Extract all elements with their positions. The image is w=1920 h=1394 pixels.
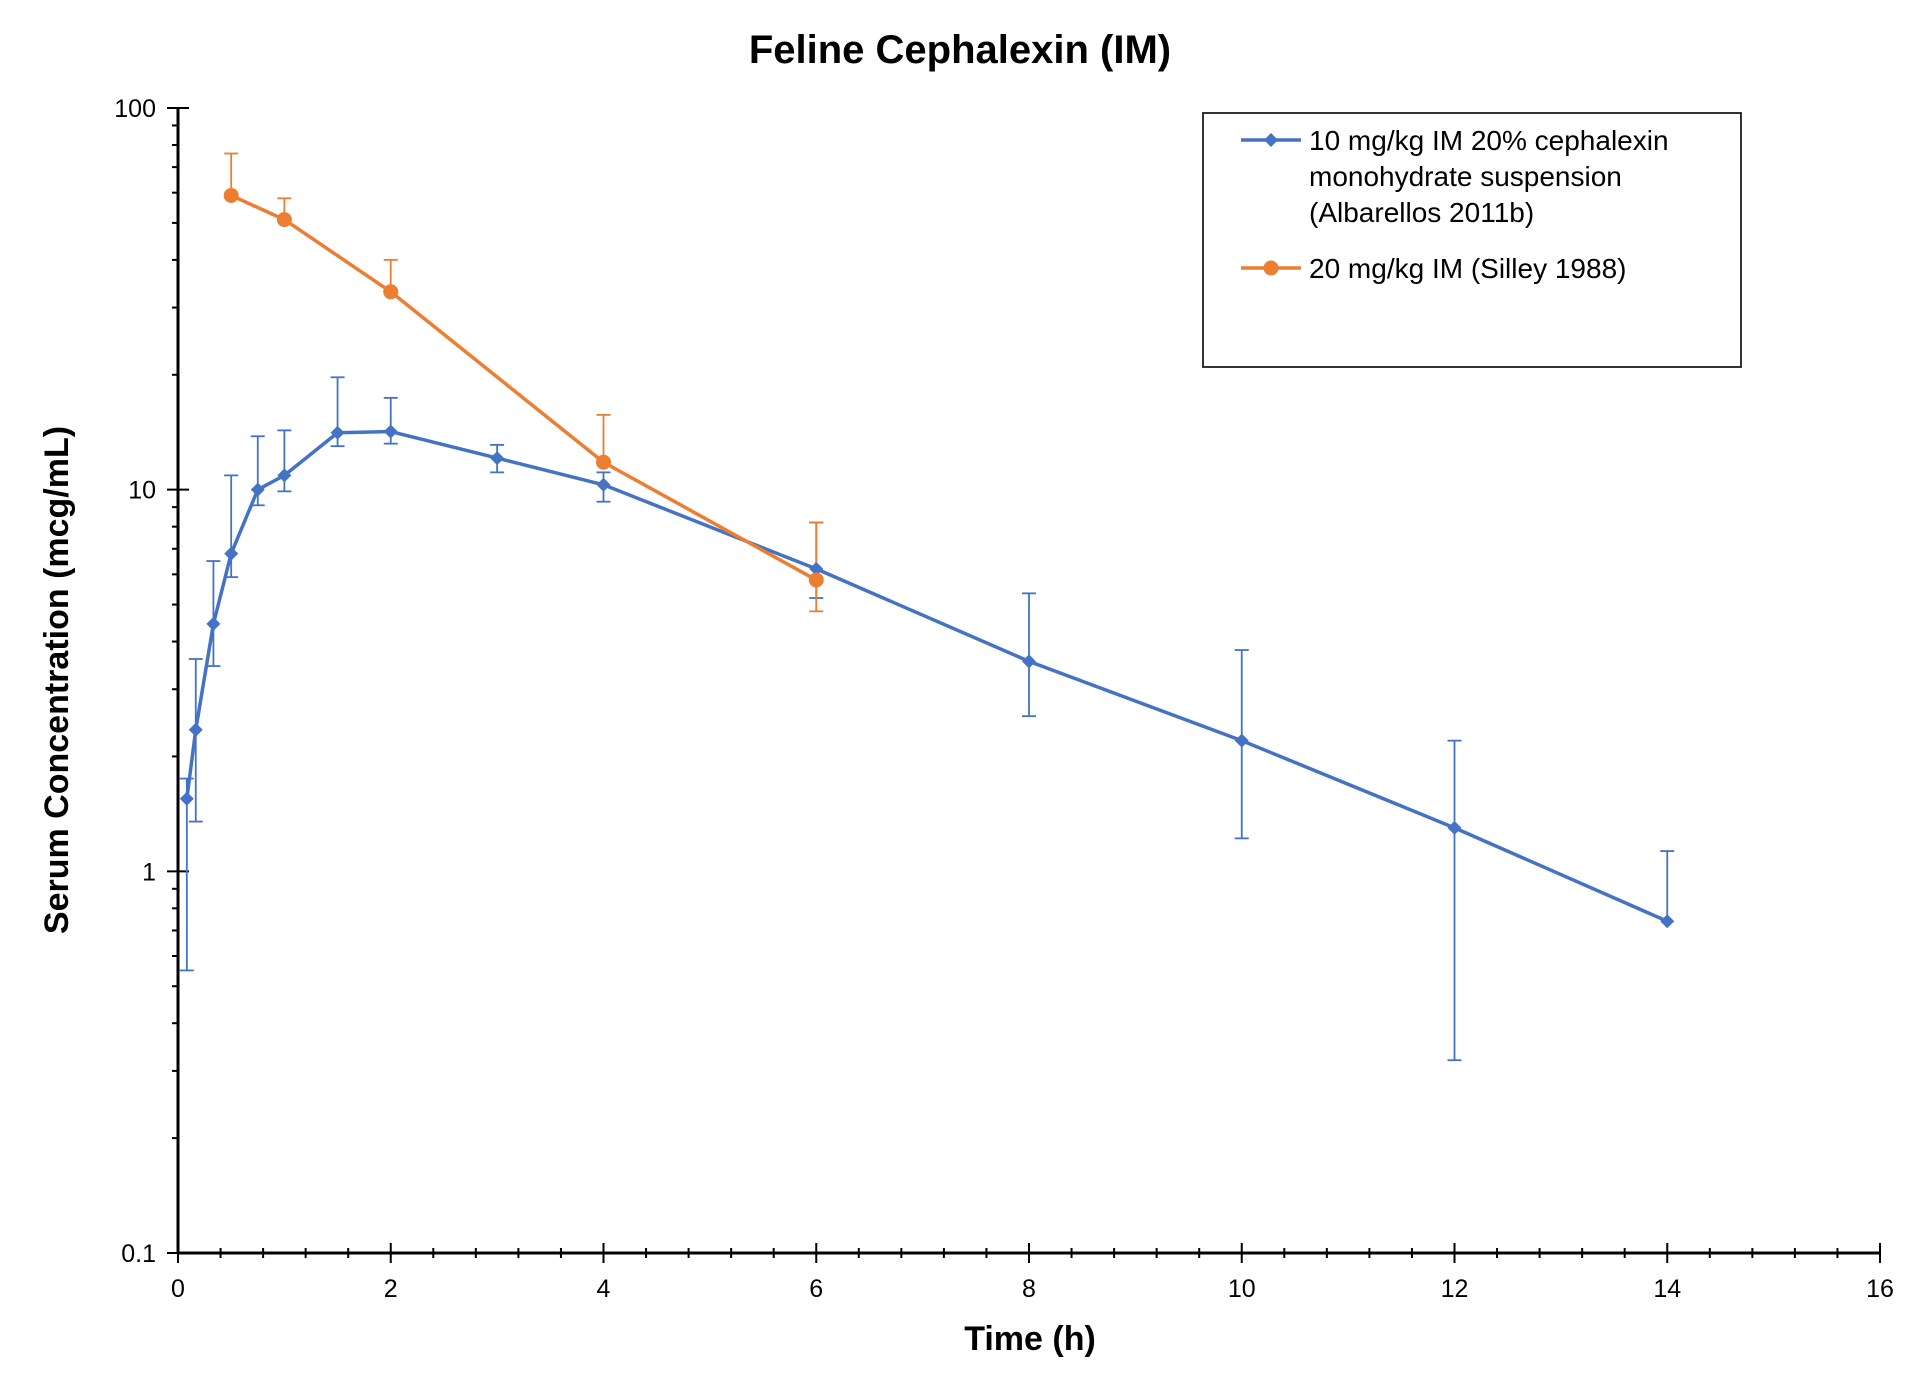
- data-point-1: [330, 425, 345, 440]
- data-point-1: [1234, 733, 1249, 748]
- data-point-1: [383, 424, 398, 439]
- data-point-2: [596, 454, 611, 470]
- data-point-1: [188, 722, 203, 737]
- data-point-1: [250, 482, 265, 497]
- legend-label-line: (Albarellos 2011b): [1309, 197, 1534, 228]
- x-axis-title: Time (h): [964, 1320, 1096, 1358]
- legend-label-line: 10 mg/kg IM 20% cephalexin: [1309, 125, 1669, 156]
- legend-swatch-marker-1: [1264, 133, 1278, 147]
- data-point-2: [276, 212, 292, 228]
- y-axis-title: Serum Concentration (mcg/mL): [38, 426, 76, 934]
- x-tick-label: 2: [384, 1275, 398, 1303]
- x-tick-label: 16: [1866, 1275, 1894, 1303]
- chart-title: Feline Cephalexin (IM): [749, 28, 1171, 72]
- data-point-2: [383, 284, 399, 300]
- series-line-2: [230, 193, 818, 582]
- legend-box: [1202, 112, 1742, 368]
- x-tick-label: 0: [171, 1275, 185, 1303]
- x-tick-label: 10: [1228, 1275, 1256, 1303]
- data-point-1: [1447, 820, 1462, 835]
- legend-label-2: 20 mg/kg IM (Silley 1988): [1309, 253, 1626, 284]
- data-point-1: [490, 451, 505, 466]
- y-tick-label: 1: [142, 858, 156, 886]
- data-point-2: [223, 187, 239, 203]
- series-markers: [179, 187, 1675, 929]
- series-line-1: [185, 429, 1668, 923]
- x-tick-label: 12: [1441, 1275, 1469, 1303]
- legend-label-line: monohydrate suspension: [1309, 161, 1622, 192]
- x-tick-label: 4: [597, 1275, 611, 1303]
- data-point-1: [224, 546, 239, 561]
- y-tick-label: 0.1: [121, 1240, 156, 1268]
- data-point-1: [596, 477, 611, 492]
- y-tick-label: 10: [128, 477, 156, 505]
- x-tick-label: 6: [809, 1275, 823, 1303]
- data-point-1: [179, 791, 194, 806]
- legend: 10 mg/kg IM 20% cephalexin monohydrate su…: [1202, 112, 1742, 368]
- data-point-1: [277, 468, 292, 483]
- legend-label-1: 10 mg/kg IM 20% cephalexin monohydrate su…: [1309, 125, 1669, 228]
- data-point-2: [808, 572, 824, 588]
- data-point-1: [206, 616, 221, 631]
- legend-label-line: 20 mg/kg IM (Silley 1988): [1309, 253, 1626, 284]
- data-point-1: [1022, 654, 1036, 669]
- data-point-1: [809, 561, 824, 576]
- data-point-1: [1660, 914, 1675, 929]
- x-tick-label: 14: [1653, 1275, 1681, 1303]
- axes: 0 2 4 6 8 10 12 14 16 0.1 1 10 100: [114, 95, 1894, 1303]
- legend-swatch-marker-2: [1263, 260, 1279, 276]
- y-tick-label: 100: [114, 95, 156, 123]
- x-tick-label: 8: [1022, 1275, 1036, 1303]
